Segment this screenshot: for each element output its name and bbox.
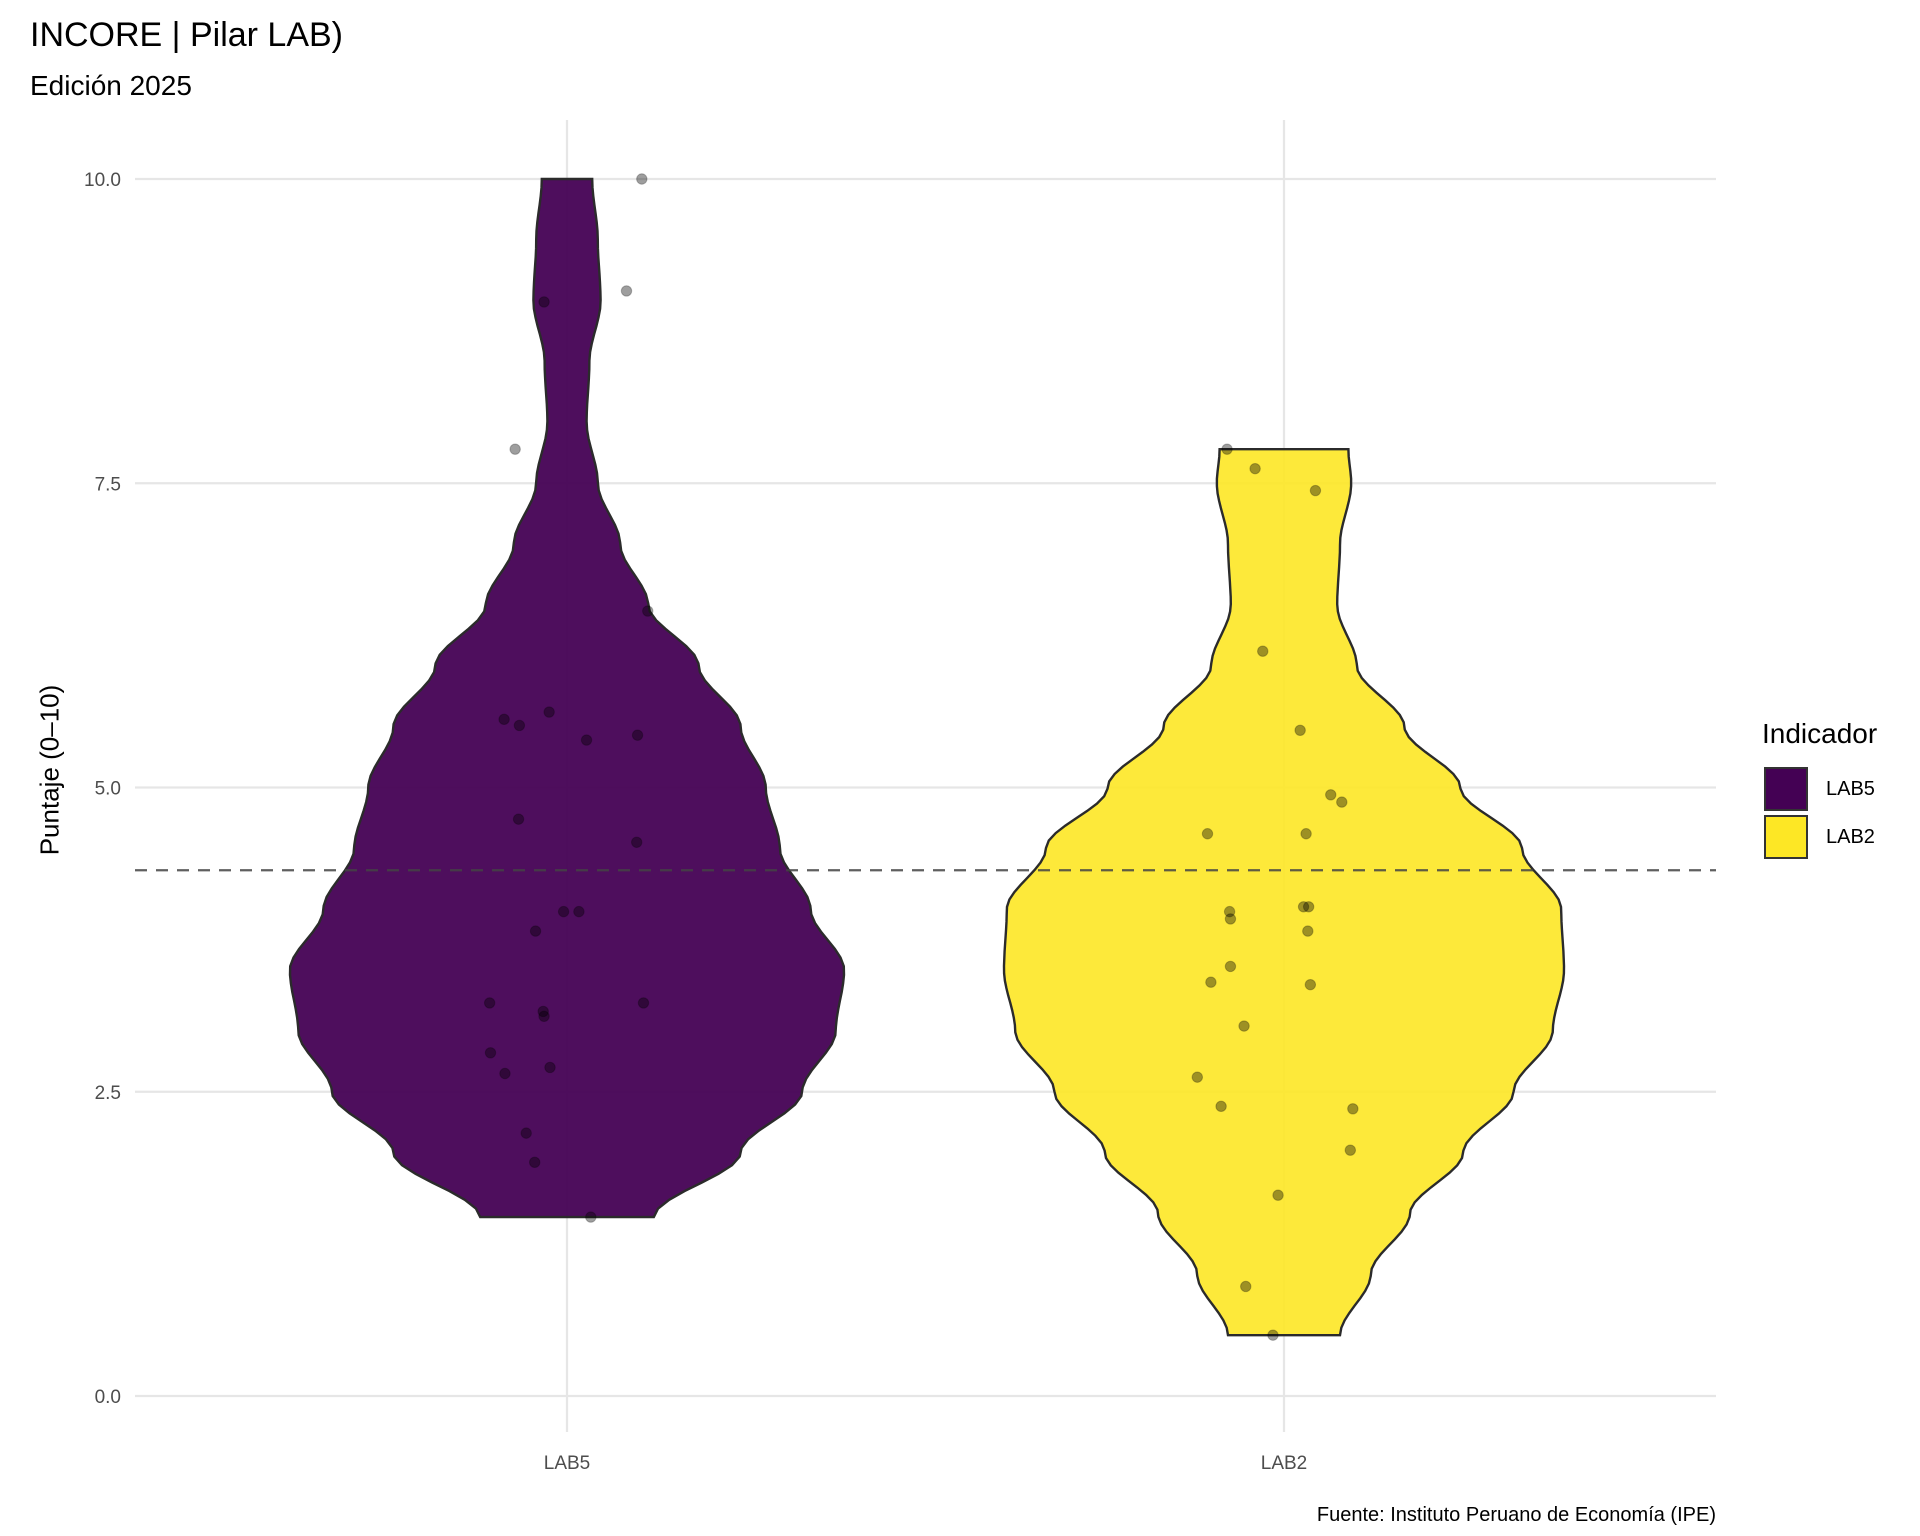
legend-item-lab5: LAB5 [1764,765,1875,813]
data-point [538,1010,550,1022]
data-point [538,296,550,308]
data-point [642,605,654,617]
data-point [1347,1103,1359,1115]
data-point [537,1005,549,1018]
data-point [1302,901,1315,913]
data-point [1257,645,1269,657]
violin-lab2 [1002,448,1566,1337]
data-point [637,997,650,1009]
data-point [513,719,526,732]
data-point [499,1067,511,1080]
y-tick-label: 5.0 [95,779,121,800]
data-point [1294,724,1306,737]
data-point [483,997,496,1009]
data-point [1240,1280,1252,1293]
data-point [1309,484,1322,497]
chart-subtitle: Edición 2025 [30,70,192,101]
data-point [529,925,542,937]
data-point [1325,789,1337,801]
legend-key-lab2 [1764,815,1808,859]
data-point [1297,901,1310,913]
y-tick-label: 2.5 [95,1083,121,1104]
data-point [580,734,593,746]
data-point [1249,462,1261,475]
data-point [1215,1100,1227,1113]
y-tick-label: 10.0 [84,170,121,191]
x-tick-label: LAB5 [544,1453,590,1474]
y-tick-label: 7.5 [95,474,121,495]
data-point [1336,796,1348,808]
data-point [1272,1189,1284,1201]
data-point [573,905,585,918]
x-tick-label: LAB2 [1261,1453,1307,1474]
data-point [631,836,643,848]
data-point [1223,905,1236,918]
data-point [620,285,633,297]
data-point [520,1127,532,1139]
chart-caption: Fuente: Instituto Peruano de Economía (I… [1316,1504,1716,1526]
legend-title: Indicador [1762,718,1878,749]
data-point [1304,978,1317,991]
legend-item-lab2: LAB2 [1764,813,1875,861]
data-point [636,173,648,185]
data-point [1201,828,1214,840]
data-point [1238,1020,1250,1032]
data-point [1221,443,1233,455]
data-point [529,1156,541,1169]
data-point [1224,913,1237,925]
data-point [484,1047,497,1059]
data-point [512,813,525,825]
legend-label-lab5: LAB5 [1826,777,1875,800]
data-point [1344,1144,1357,1156]
data-point [544,1061,556,1074]
data-point [1191,1071,1204,1083]
data-point [585,1211,597,1223]
data-point [1267,1329,1279,1341]
data-point [1205,976,1217,988]
data-point [498,713,510,726]
data-point [1302,925,1314,937]
data-point [509,443,521,455]
data-point [1224,960,1237,973]
y-tick-label: 0.0 [95,1387,121,1408]
data-point [1300,828,1312,840]
data-point [543,706,555,718]
legend-label-lab2: LAB2 [1826,825,1875,848]
legend-key-lab5 [1764,767,1808,811]
data-point [557,905,570,918]
data-point [631,729,644,741]
chart-title: INCORE | Pilar LAB) [30,16,344,54]
violin-lab5 [288,177,846,1219]
